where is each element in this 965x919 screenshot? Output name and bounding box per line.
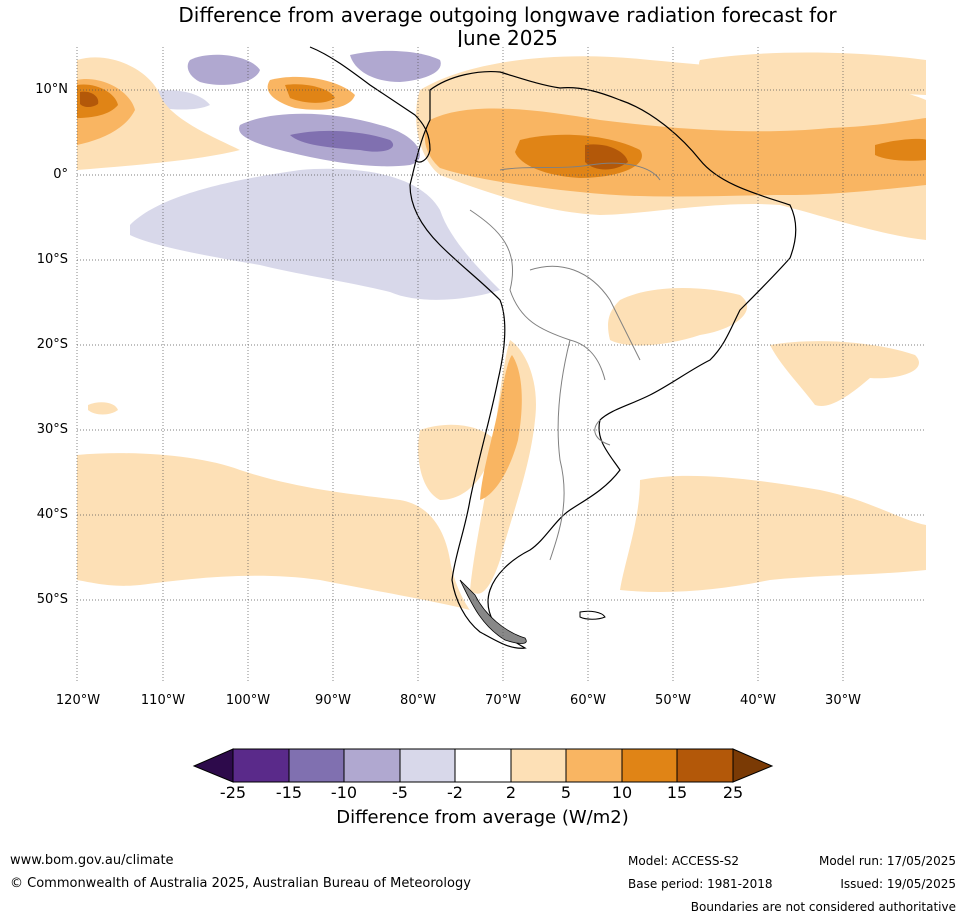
south-pacific-anomaly-light-orange-2 (418, 424, 495, 500)
lat-label: 40°S (36, 507, 68, 522)
lon-label: 90°W (315, 693, 351, 708)
footer-model: Model: ACCESS-S2 (628, 854, 740, 868)
colorbar (192, 748, 774, 783)
footer-base-period: Base period: 1981-2018 (628, 877, 773, 891)
colorbar-segment (232, 748, 290, 783)
colorbar-tick: 2 (505, 783, 517, 802)
south-atlantic-anomaly-light-orange-1 (608, 288, 748, 346)
south-pacific-anomaly-light-orange-3 (88, 402, 118, 415)
colorbar-segment (288, 748, 345, 783)
footer-copyright: © Commonwealth of Australia 2025, Austra… (10, 876, 471, 891)
map-title: Difference from average outgoing longwav… (0, 4, 965, 50)
tropical-anomaly-orange (424, 108, 926, 197)
colorbar-extend-low (192, 748, 234, 783)
colorbar-tick: -15 (275, 783, 303, 802)
footer-disclaimer: Boundaries are not considered authoritat… (690, 900, 956, 914)
colorbar-segment (510, 748, 567, 783)
lat-label: 50°S (36, 592, 68, 607)
lon-label: 110°W (140, 693, 186, 708)
country-borders (469, 162, 661, 561)
ocean-anomaly-dark-orange-mid (285, 84, 335, 103)
colorbar-title: Difference from average (W/m2) (336, 807, 629, 828)
south-pacific-anomaly-light-orange (77, 453, 470, 610)
colorbar-segment (454, 748, 512, 783)
colorbar-tick: 15 (666, 783, 688, 802)
anomaly-shading (77, 50, 926, 610)
colorbar-tick: -2 (447, 783, 463, 802)
south-atlantic-anomaly-light-orange-3 (620, 475, 926, 592)
colorbar-tick: -25 (219, 783, 247, 802)
ocean-anomaly-purple-2 (290, 130, 394, 152)
footer-issued: Issued: 19/05/2025 (840, 877, 956, 891)
lat-label: 0° (53, 167, 68, 182)
atlantic-anomaly-dark-orange-east (875, 138, 926, 161)
south-atlantic-anomaly-light-orange-2 (770, 341, 919, 406)
ocean-anomaly-purple-3 (187, 54, 260, 85)
lat-label: 10°S (36, 252, 68, 267)
lat-label: 20°S (36, 337, 68, 352)
lon-label: 30°W (825, 693, 861, 708)
lon-label: 70°W (485, 693, 521, 708)
colorbar-tick: -10 (330, 783, 358, 802)
gridlines (76, 47, 926, 683)
ocean-anomaly-light-purple (130, 168, 500, 300)
lon-label: 40°W (740, 693, 776, 708)
footer-website[interactable]: www.bom.gov.au/climate (10, 853, 174, 868)
colorbar-segment (343, 748, 401, 783)
lon-label: 120°W (55, 693, 101, 708)
central-america-coastline (309, 46, 431, 163)
lon-label: 50°W (655, 693, 691, 708)
tierra-del-fuego (459, 579, 527, 644)
lat-label: 30°S (36, 422, 68, 437)
south-america-coastline (409, 70, 797, 649)
footer-model-run: Model run: 17/05/2025 (818, 854, 956, 868)
colorbar-tick: 5 (560, 783, 572, 802)
falkland-islands (579, 610, 606, 620)
colorbar-segment (621, 748, 678, 783)
map-title-line1: Difference from average outgoing longwav… (178, 3, 837, 27)
map-title-line2: June 2025 (457, 26, 558, 50)
colorbar-segment (399, 748, 456, 783)
lat-label: 10°N (35, 82, 68, 97)
andes-anomaly-orange (480, 355, 522, 500)
atlantic-anomaly-light-orange-east (699, 52, 926, 95)
ocean-anomaly-brown-nw (80, 91, 99, 107)
colorbar-tick: 10 (611, 783, 633, 802)
colorbar-segment (565, 748, 623, 783)
lon-label: 80°W (400, 693, 436, 708)
colorbar-tick: -5 (392, 783, 408, 802)
colorbar-segment (676, 748, 734, 783)
lon-label: 60°W (570, 693, 606, 708)
colorbar-tick: 25 (722, 783, 744, 802)
lon-label: 100°W (225, 693, 271, 708)
ocean-anomaly-light-orange-nw (77, 57, 240, 171)
colorbar-extend-high (732, 748, 774, 783)
